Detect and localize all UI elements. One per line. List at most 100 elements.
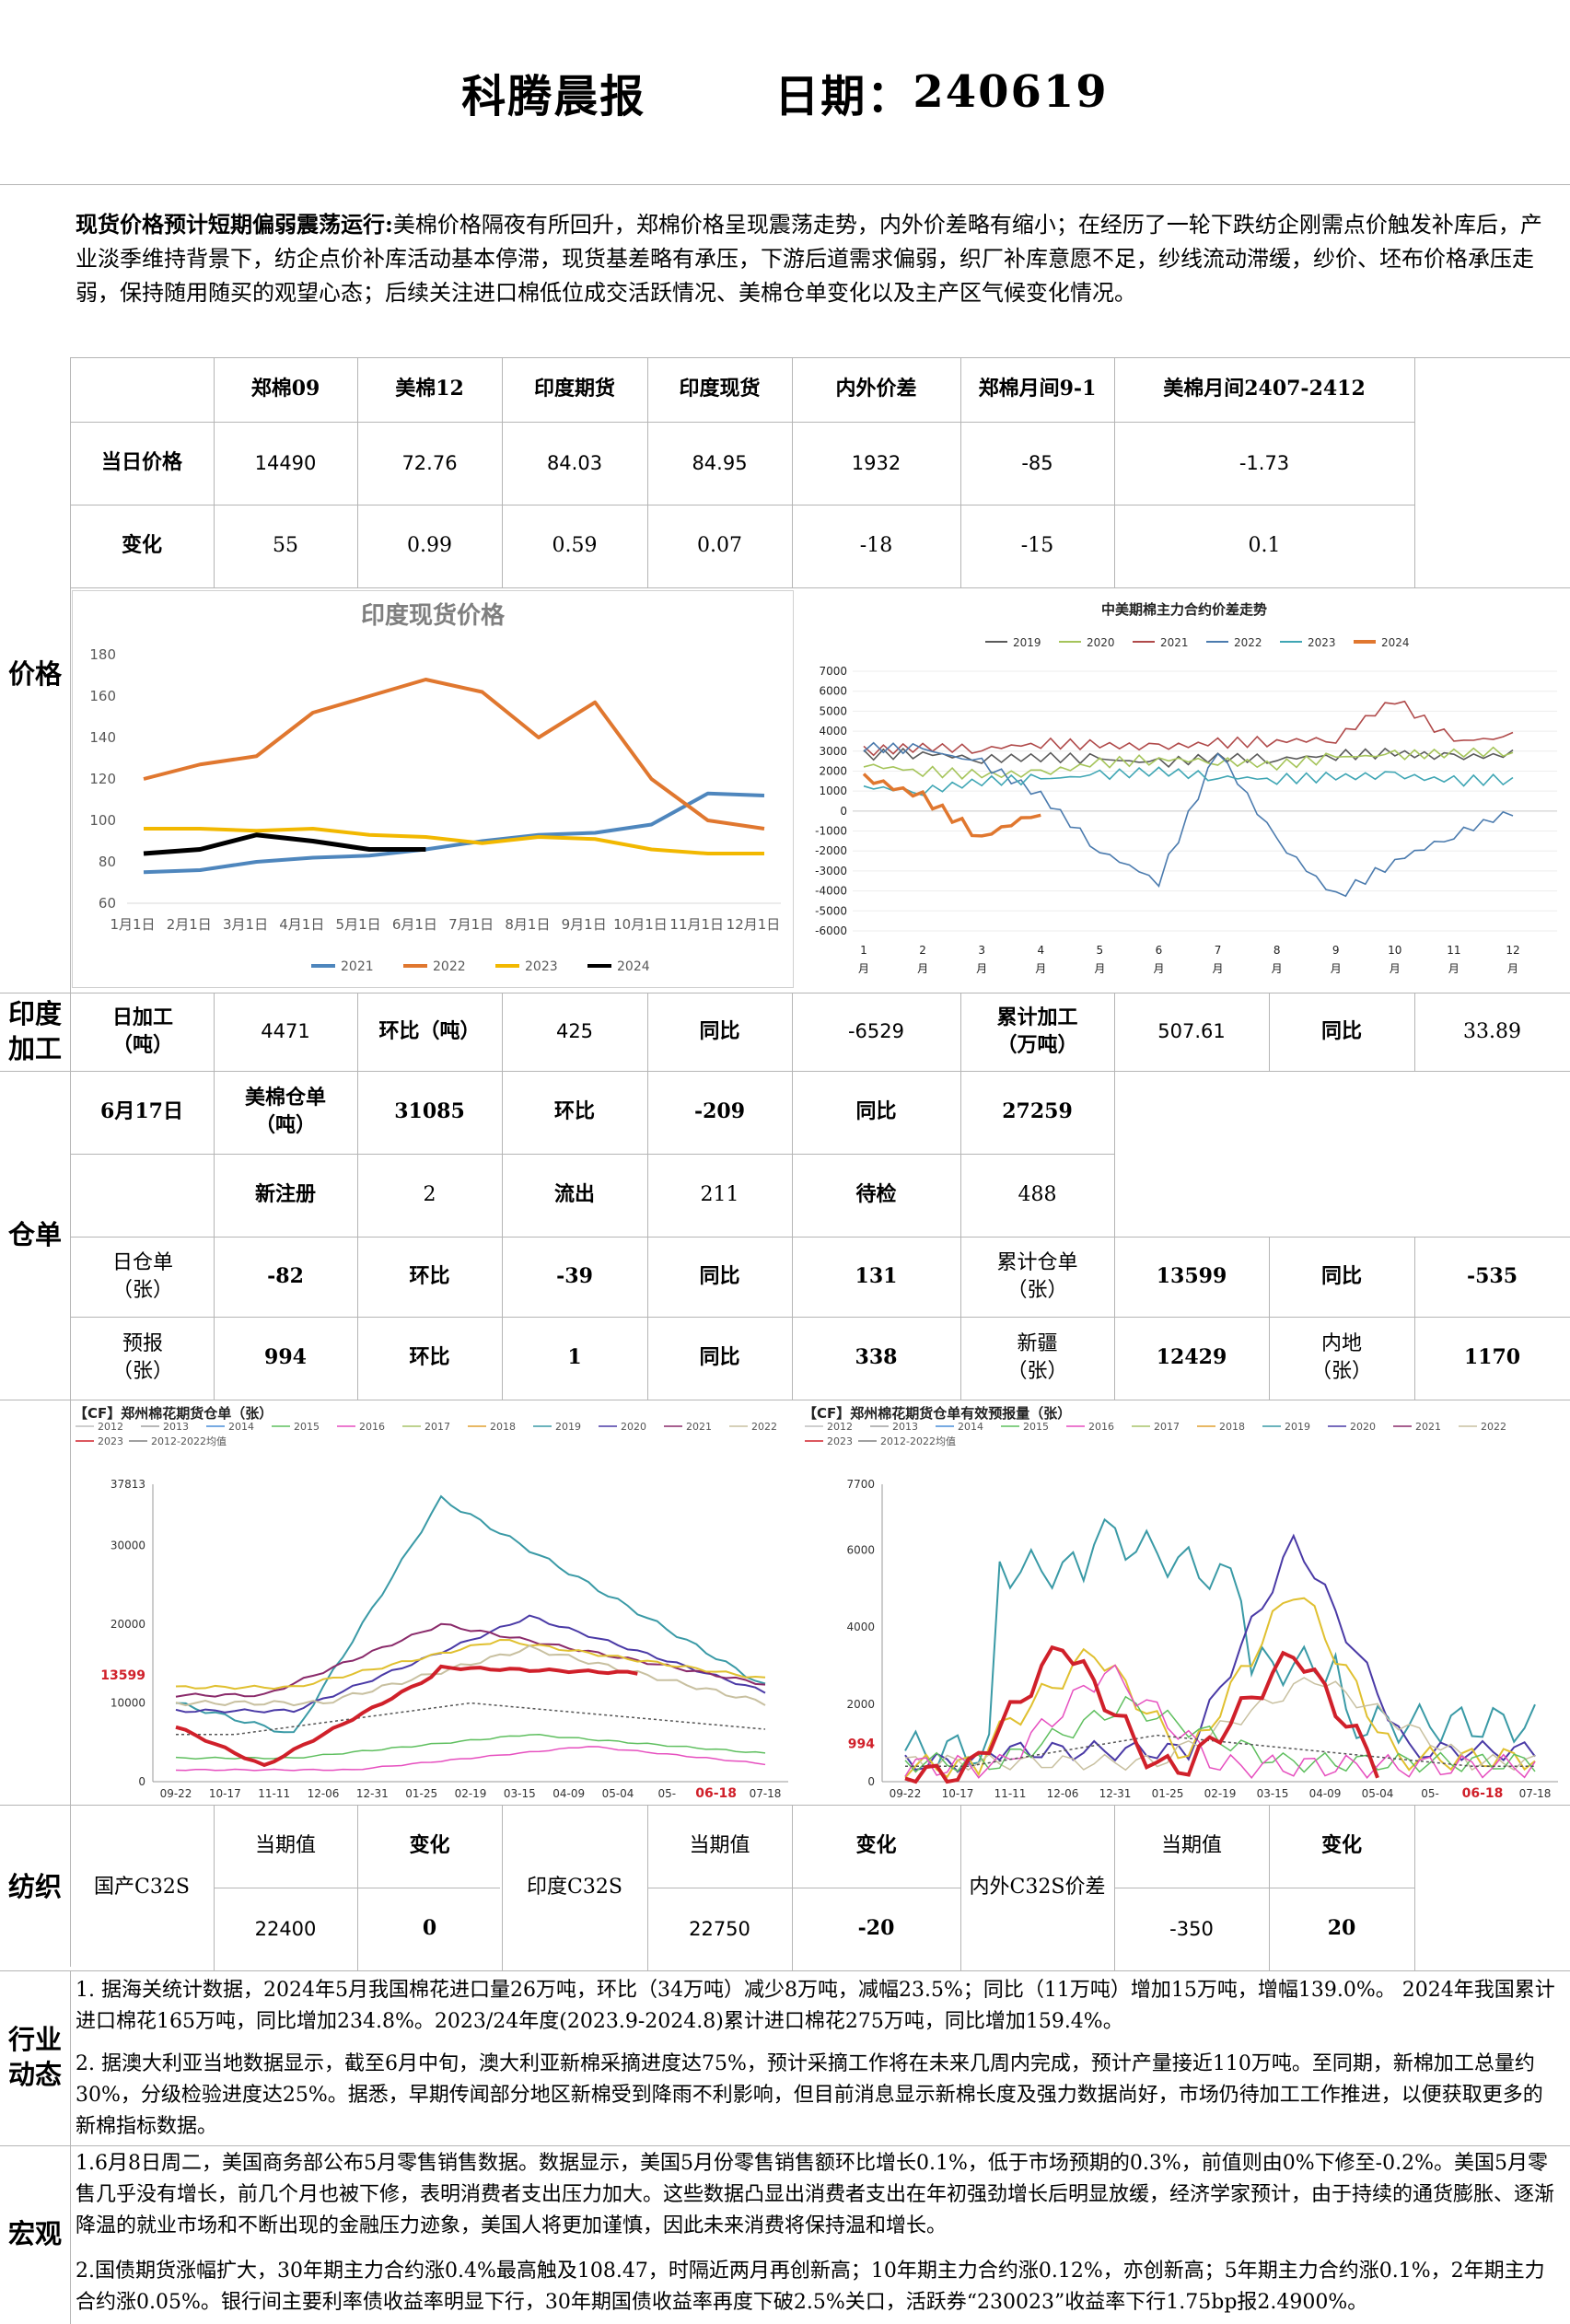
- chart3-xtick: 05-: [658, 1787, 677, 1800]
- chart3-series-2020: [175, 1494, 766, 1734]
- textile-india-cur-value: 22750: [689, 1917, 750, 1940]
- price-change-2: 0.59: [552, 534, 598, 558]
- chart1-series-2024: [143, 832, 426, 856]
- chart3-xtick: 07-18: [750, 1787, 782, 1800]
- chart3-xtick: 01-25: [405, 1787, 437, 1800]
- chart4-legend-label: 2016: [1088, 1421, 1114, 1433]
- macro-item-2: 2.国债期货涨幅扩大，30年期主力合约涨0.4%最高触及108.47，时隔近两月…: [76, 2260, 1545, 2315]
- macro-item-1: 1.6月8日周二，美国商务部公布5月零售销售数据。数据显示，美国5月份零售销售额…: [76, 2152, 1555, 2238]
- price-header-4: 内外价差: [835, 377, 917, 401]
- chart4-legend-label: 2020: [1350, 1421, 1376, 1433]
- wh-daily-label: 日仓单（张）: [111, 1250, 173, 1302]
- chart4-legend-label: 2012-2022均值: [880, 1435, 956, 1447]
- chart3-legend-label: 2014: [228, 1421, 254, 1433]
- chart4-legend-label: 2013: [892, 1421, 918, 1433]
- chart4-xtick: 01-25: [1152, 1787, 1184, 1800]
- industry-item-2: 2. 据澳大利亚当地数据显示，截至6月中旬，澳大利亚新棉采摘进度达75%，预计采…: [76, 2052, 1543, 2139]
- chart4-xtick: 05-: [1421, 1787, 1439, 1800]
- chart2-xtick-num: 9: [1332, 944, 1340, 957]
- wh-inland-label: 内地（张）: [1310, 1332, 1372, 1383]
- chart2-xtick-unit: 月: [1390, 962, 1401, 975]
- chart1-xtick: 9月1日: [562, 916, 607, 933]
- chart2-legend-label: 2021: [1160, 636, 1189, 649]
- chart4-xtick: 10-17: [942, 1787, 974, 1800]
- wh-us-label: 美棉仓单（吨）: [244, 1086, 326, 1137]
- india-cum-value: 507.61: [1157, 1020, 1226, 1043]
- chart4-xtick: 06-18: [1462, 1786, 1504, 1801]
- chart1-ytick: 60: [99, 895, 116, 912]
- chart3-xtick: 11-11: [258, 1787, 290, 1800]
- chart-india-spot: 印度现货价格 60 80 100 120 140 160 180 1月1日 2月1日 3月1日 4月1…: [89, 601, 781, 974]
- chart-czce-warehouse: 【CF】郑州棉花期货仓单（张）2012 2013 2014 2015 2016 2017 2…: [74, 1405, 788, 1801]
- price-today-0: 14490: [254, 451, 317, 474]
- chart4-xtick: 05-04: [1362, 1787, 1394, 1800]
- chart3-series-avg: [176, 1702, 766, 1736]
- chart2-xtick-num: 11: [1447, 944, 1460, 957]
- chart-czce-forecast: 【CF】郑州棉花期货仓单有效预报量（张）2012 2013 2014 2015 2016…: [803, 1405, 1558, 1801]
- chart4-legend-label: 2022: [1481, 1421, 1506, 1433]
- price-change-5: -15: [1020, 534, 1054, 558]
- india-cum-yoy-label: 同比: [1320, 1018, 1362, 1043]
- chart1-legend-label: 2023: [525, 959, 558, 974]
- textile-india-chg-value: -20: [857, 1916, 895, 1941]
- india-mom-value: 425: [555, 1020, 594, 1043]
- chart2-series-2022: [863, 741, 1514, 898]
- chart3-ytick: 37813: [110, 1478, 145, 1491]
- chart3-legend-label: 2013: [163, 1421, 189, 1433]
- chart2-legend-label: 2020: [1087, 636, 1115, 649]
- chart1-xtick: 2月1日: [167, 916, 212, 933]
- summary-lead: 现货价格预计短期偏弱震荡运行:: [76, 211, 393, 238]
- chart3-ytick: 10000: [110, 1697, 145, 1710]
- chart3-legend-label: 2021: [686, 1421, 712, 1433]
- chart1-series-2023: [144, 827, 764, 855]
- chart1-title: 印度现货价格: [361, 601, 506, 630]
- chart2-xtick-num: 5: [1097, 944, 1104, 957]
- chart4-legend-label: 2015: [1023, 1421, 1049, 1433]
- chart2-ytick: 2000: [819, 764, 847, 777]
- chart1-xtick: 4月1日: [279, 916, 324, 933]
- chart4-xtick: 04-09: [1309, 1787, 1342, 1800]
- chart2-xtick-unit: 月: [1035, 962, 1046, 975]
- chart1-ytick: 160: [89, 688, 116, 704]
- chart4-xtick: 02-19: [1204, 1787, 1237, 1800]
- india-cum-label: 累计加工（万吨）: [996, 1005, 1078, 1057]
- chart2-legend-label: 2023: [1308, 636, 1336, 649]
- chart1-ytick: 100: [89, 812, 116, 829]
- chart2-ytick: 0: [840, 805, 847, 818]
- chart3-ytick: 20000: [110, 1618, 145, 1631]
- chart3-series-2018: [175, 1638, 766, 1691]
- wh-forecast-mom-label: 环比: [409, 1345, 450, 1370]
- wh-out-value: 211: [700, 1183, 739, 1207]
- chart2-xtick-unit: 月: [1507, 962, 1518, 975]
- india-yoy-value: -6529: [847, 1020, 905, 1043]
- chart2-ytick: -2000: [815, 844, 847, 857]
- chart2-legend-label: 2019: [1013, 636, 1041, 649]
- chart2-ytick: -3000: [815, 865, 847, 877]
- chart4-title: 【CF】郑州棉花期货仓单有效预报量（张）: [803, 1405, 1071, 1422]
- chart3-legend-label: 2023: [98, 1435, 123, 1447]
- textile-domestic-chg-value: 0: [422, 1916, 437, 1941]
- price-today-6: -1.73: [1239, 451, 1290, 474]
- india-mom-label: 环比（吨）: [378, 1018, 481, 1043]
- chart4-xtick: 03-15: [1257, 1787, 1289, 1800]
- chart3-legend-label: 2012-2022均值: [151, 1435, 227, 1447]
- chart2-legend-label: 2022: [1234, 636, 1262, 649]
- chart4-legend-label: 2019: [1285, 1421, 1310, 1433]
- chart1-xtick: 8月1日: [505, 916, 550, 933]
- chart2-xtick-unit: 月: [1213, 962, 1224, 975]
- price-today-5: -85: [1021, 451, 1053, 474]
- chart3-xtick: 04-09: [552, 1787, 585, 1800]
- chart3-legend-label: 2018: [490, 1421, 516, 1433]
- chart2-xtick-unit: 月: [976, 962, 987, 975]
- wh-daily-yoy-label: 同比: [699, 1263, 740, 1288]
- chart-india-spot-frame: [72, 590, 794, 988]
- chart2-ytick: 7000: [819, 665, 847, 678]
- chart3-xtick: 02-19: [455, 1787, 487, 1800]
- chart3-series-2019: [175, 1622, 766, 1698]
- price-change-4: -18: [859, 534, 893, 558]
- chart2-xtick-num: 4: [1037, 944, 1044, 957]
- chart1-ytick: 140: [89, 729, 116, 746]
- textile-india-chg-header: 变化: [855, 1833, 897, 1858]
- chart4-xtick: 07-18: [1519, 1787, 1552, 1800]
